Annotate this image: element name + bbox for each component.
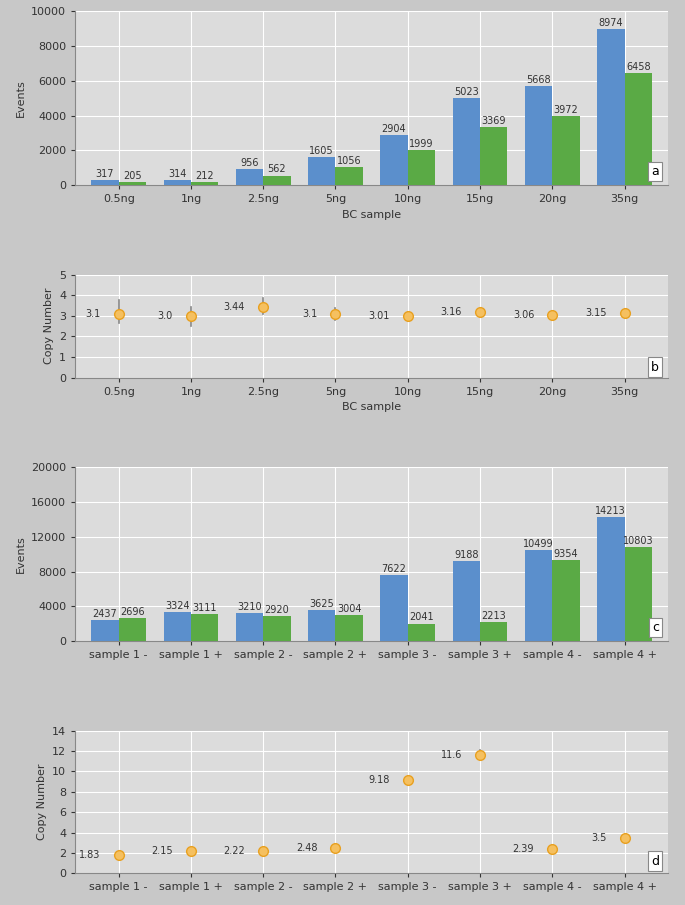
Text: 3369: 3369 [482, 116, 506, 126]
Text: 2041: 2041 [409, 613, 434, 623]
Text: d: d [651, 854, 659, 868]
Text: 5668: 5668 [526, 75, 551, 85]
Text: 1605: 1605 [310, 147, 334, 157]
Text: 2696: 2696 [120, 606, 145, 617]
Bar [164, 180, 191, 186]
Text: 3004: 3004 [337, 605, 362, 614]
X-axis label: BC sample: BC sample [342, 210, 401, 220]
Bar [308, 157, 336, 186]
Text: 2904: 2904 [382, 124, 406, 134]
Bar [380, 575, 408, 642]
Bar [236, 614, 263, 642]
Bar [597, 29, 625, 186]
Text: a: a [651, 166, 659, 178]
Text: 3.44: 3.44 [224, 301, 245, 311]
Bar [625, 72, 652, 186]
Text: 3.0: 3.0 [158, 310, 173, 320]
Bar [191, 182, 219, 186]
Text: 956: 956 [240, 157, 259, 167]
Text: 3.1: 3.1 [86, 309, 101, 319]
Text: 3210: 3210 [237, 603, 262, 613]
Text: 317: 317 [96, 168, 114, 179]
Text: 5023: 5023 [454, 87, 479, 97]
Text: 1999: 1999 [409, 139, 434, 149]
Y-axis label: Copy Number: Copy Number [44, 288, 53, 365]
Text: 9188: 9188 [454, 550, 479, 560]
Text: 3324: 3324 [165, 601, 190, 611]
Bar [453, 561, 480, 642]
X-axis label: BC sample: BC sample [342, 402, 401, 413]
Text: 3.15: 3.15 [585, 308, 606, 318]
Bar [263, 176, 290, 186]
Text: 6458: 6458 [626, 62, 651, 71]
Text: 3625: 3625 [310, 599, 334, 609]
Text: 3.01: 3.01 [369, 310, 390, 320]
Text: 2.15: 2.15 [151, 846, 173, 856]
Text: 2.22: 2.22 [223, 845, 245, 856]
Text: 10499: 10499 [523, 538, 554, 548]
Text: 3.16: 3.16 [440, 308, 462, 318]
Y-axis label: Events: Events [16, 535, 25, 573]
Bar [525, 549, 552, 642]
Bar [480, 622, 508, 642]
Text: 9.18: 9.18 [369, 775, 390, 785]
Text: 8974: 8974 [599, 18, 623, 28]
Bar [236, 168, 263, 186]
Bar [119, 182, 146, 186]
Text: b: b [651, 360, 659, 374]
Bar [164, 613, 191, 642]
Bar [308, 610, 336, 642]
Bar [191, 614, 219, 642]
Text: 3.1: 3.1 [302, 309, 317, 319]
Bar [453, 98, 480, 186]
Bar [263, 616, 290, 642]
Text: 314: 314 [168, 169, 186, 179]
Text: 1.83: 1.83 [79, 850, 101, 860]
Text: 2437: 2437 [92, 609, 117, 619]
Bar [525, 87, 552, 186]
Text: 562: 562 [268, 165, 286, 175]
Text: 11.6: 11.6 [440, 750, 462, 760]
Text: 212: 212 [195, 170, 214, 181]
Bar [625, 548, 652, 642]
Bar [380, 135, 408, 186]
Text: 3.5: 3.5 [591, 833, 606, 843]
Bar [597, 518, 625, 642]
Text: 7622: 7622 [382, 564, 406, 574]
Bar [336, 615, 363, 642]
Bar [119, 618, 146, 642]
Text: c: c [652, 622, 659, 634]
Text: 2.39: 2.39 [512, 844, 534, 854]
Text: 2213: 2213 [482, 611, 506, 621]
Bar [91, 620, 119, 642]
Bar [336, 167, 363, 186]
Text: 1056: 1056 [337, 156, 362, 166]
Bar [408, 624, 435, 642]
Text: 2920: 2920 [264, 605, 289, 614]
Y-axis label: Events: Events [16, 80, 26, 117]
Text: 205: 205 [123, 171, 142, 181]
Text: 14213: 14213 [595, 506, 626, 517]
Bar [91, 180, 119, 186]
Text: 3.06: 3.06 [513, 310, 534, 319]
Text: 3111: 3111 [192, 603, 217, 614]
Text: 9354: 9354 [553, 548, 578, 558]
Y-axis label: Copy Number: Copy Number [36, 764, 47, 840]
Bar [552, 116, 580, 186]
Text: 3972: 3972 [553, 105, 578, 115]
Bar [480, 127, 508, 186]
Bar [552, 560, 580, 642]
Text: 2.48: 2.48 [296, 843, 317, 853]
Text: 10803: 10803 [623, 536, 653, 546]
Bar [408, 150, 435, 186]
